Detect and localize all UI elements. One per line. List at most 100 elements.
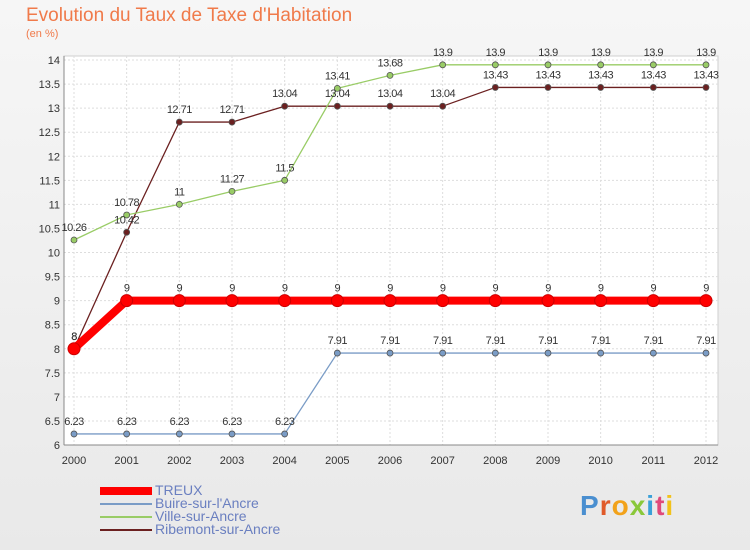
data-point	[120, 294, 134, 308]
data-point	[70, 236, 78, 244]
data-point	[544, 84, 552, 91]
data-point	[491, 349, 499, 357]
data-point	[439, 61, 447, 69]
x-tick-label: 2000	[62, 455, 86, 467]
data-label: 11	[174, 186, 185, 198]
legend-swatch	[100, 502, 152, 505]
chart-title: Evolution du Taux de Taxe d'Habitation	[26, 5, 353, 26]
data-label: 7.91	[380, 335, 400, 347]
data-point	[281, 176, 289, 184]
data-point	[702, 61, 710, 69]
logo-letter: i	[665, 490, 675, 521]
logo-letter: r	[599, 490, 612, 521]
data-label: 12.71	[219, 104, 244, 116]
data-label: 12.71	[167, 104, 192, 116]
data-point	[330, 294, 344, 308]
data-point	[439, 349, 447, 357]
data-label: 13.9	[644, 47, 664, 59]
data-label: 10.42	[114, 214, 139, 226]
data-point	[649, 349, 657, 357]
data-label: 9	[545, 283, 551, 295]
x-tick-label: 2001	[114, 455, 138, 467]
data-point	[597, 84, 605, 91]
data-label: 6.23	[222, 416, 242, 428]
data-point	[70, 430, 78, 438]
data-point	[646, 294, 660, 308]
data-label: 13.43	[641, 69, 666, 81]
legend: TREUX Buire-sur-l'Ancre Ville-sur-Ancre Rib…	[100, 482, 280, 536]
data-label: 13.9	[591, 47, 611, 59]
data-point	[386, 72, 394, 79]
data-point	[439, 102, 447, 110]
y-tick-label: 10	[48, 248, 60, 260]
data-label: 9	[598, 283, 604, 295]
data-label: 6.23	[170, 416, 190, 428]
data-point	[333, 84, 341, 92]
data-point	[333, 349, 341, 357]
data-label: 13.04	[430, 88, 455, 100]
data-point	[491, 61, 499, 69]
logo-letter: o	[611, 490, 630, 521]
data-label: 13.9	[433, 47, 453, 59]
data-label: 9	[229, 283, 235, 295]
y-tick-label: 9	[54, 296, 60, 308]
data-point	[649, 61, 657, 69]
data-label: 11.27	[220, 173, 245, 185]
data-label: 13.43	[693, 69, 718, 81]
data-label: 9	[651, 283, 657, 295]
data-label: 6.23	[64, 416, 84, 428]
legend-item: Ribemont-sur-Ancre	[100, 522, 280, 536]
logo-letter: i	[646, 490, 656, 521]
data-label: 8	[71, 331, 77, 343]
data-label: 7.91	[644, 335, 664, 347]
legend-swatch	[100, 528, 152, 531]
data-label: 13.43	[588, 69, 613, 81]
data-point	[175, 118, 183, 126]
data-point	[175, 430, 183, 438]
legend-label: TREUX	[155, 482, 203, 498]
legend-item: TREUX	[100, 482, 280, 498]
data-point	[228, 118, 236, 126]
x-tick-label: 2002	[167, 455, 191, 467]
data-label: 13.68	[377, 57, 402, 69]
data-point	[594, 294, 608, 308]
data-point	[649, 84, 657, 91]
data-point	[172, 294, 186, 308]
y-tick-label: 14	[48, 55, 60, 67]
data-label: 9	[282, 283, 288, 295]
legend-item: Buire-sur-l'Ancre	[100, 496, 280, 510]
data-label: 13.04	[377, 88, 402, 100]
y-tick-label: 8	[54, 344, 60, 356]
data-point	[386, 102, 394, 110]
x-tick-label: 2011	[642, 455, 666, 467]
y-tick-label: 6.5	[45, 416, 60, 428]
data-label: 7.91	[433, 335, 453, 347]
data-point	[278, 294, 292, 308]
y-tick-label: 7	[54, 392, 60, 404]
data-label: 9	[493, 283, 499, 295]
data-label: 10.26	[61, 222, 86, 234]
data-point	[544, 349, 552, 357]
y-tick-label: 10.5	[39, 223, 60, 235]
data-point	[597, 349, 605, 357]
data-label: 7.91	[591, 335, 611, 347]
x-tick-label: 2010	[588, 455, 612, 467]
data-point	[281, 102, 289, 110]
data-label: 13.9	[486, 47, 506, 59]
data-point	[386, 349, 394, 357]
data-point	[228, 187, 236, 195]
data-label: 7.91	[328, 335, 348, 347]
data-label: 11.5	[275, 162, 294, 174]
proxiti-logo: Proxiti	[580, 490, 674, 522]
x-tick-label: 2009	[536, 455, 560, 467]
x-tick-label: 2003	[220, 455, 244, 467]
data-label: 7.91	[538, 335, 558, 347]
legend-swatch	[100, 515, 152, 518]
data-point	[702, 349, 710, 357]
data-point	[123, 211, 131, 219]
data-label: 10.78	[114, 197, 139, 209]
x-tick-label: 2012	[694, 455, 718, 467]
data-point	[597, 61, 605, 69]
